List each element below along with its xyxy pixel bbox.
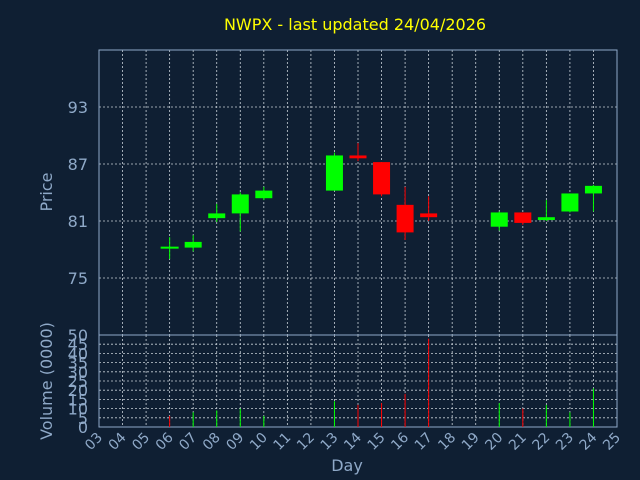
candle-body: [255, 190, 273, 199]
price-grid: [98, 50, 618, 335]
volume-axis-label: Volume (0000): [37, 322, 56, 440]
x-tick-label: 04: [106, 430, 130, 454]
x-tick-label: 05: [129, 430, 153, 454]
volume-tick-label: 10: [68, 400, 88, 419]
candle-body: [561, 193, 579, 212]
x-tick-label: 22: [530, 430, 554, 454]
x-tick-label: 24: [577, 430, 601, 454]
price-ticks: 75 81 87 93: [68, 98, 88, 288]
volume-tick-label: 0: [78, 418, 88, 437]
candle-body: [208, 213, 226, 219]
price-tick-label: 75: [68, 269, 88, 288]
x-tick-label: 09: [223, 430, 247, 454]
volume-tick-label: 30: [68, 363, 88, 382]
x-tick-label: 16: [388, 430, 412, 454]
chart-title: NWPX - last updated 24/04/2026: [224, 15, 486, 34]
candle-body: [396, 204, 414, 233]
candle-body: [231, 194, 249, 214]
price-axis-label: Price: [37, 172, 56, 211]
x-ticks: 03 04 05 06 07 08 09 10 11 12 13 14 15 16 17 18 19 20 21 22…: [82, 430, 624, 454]
volume-tick-label: 15: [68, 390, 88, 409]
candle-body: [373, 162, 391, 195]
x-tick-label: 07: [176, 430, 200, 454]
volume-tick-label: 20: [68, 381, 88, 400]
x-tick-label: 17: [412, 430, 436, 454]
candle-body: [349, 155, 367, 159]
x-tick-label: 08: [200, 430, 224, 454]
candle-body: [325, 155, 343, 191]
volume-tick-label: 40: [68, 344, 88, 363]
volume-tick-label: 50: [68, 326, 88, 345]
candle-body: [420, 213, 438, 218]
x-tick-label: 19: [459, 430, 483, 454]
volume-tick-label: 45: [68, 335, 88, 354]
candle-body: [490, 212, 508, 227]
candle-body: [514, 212, 532, 223]
x-tick-label: 13: [318, 430, 342, 454]
x-tick-label: 23: [553, 430, 577, 454]
x-tick-label: 10: [247, 430, 271, 454]
x-tick-label: 12: [294, 430, 318, 454]
x-tick-label: 14: [341, 430, 365, 454]
x-tick-label: 25: [600, 430, 624, 454]
x-tick-label: 15: [365, 430, 389, 454]
x-tick-label: 20: [482, 430, 506, 454]
volume-bars: [169, 338, 594, 427]
price-tick-label: 81: [68, 212, 88, 231]
volume-tick-label: 25: [68, 372, 88, 391]
volume-tick-label: 35: [68, 354, 88, 373]
x-axis-label: Day: [331, 456, 363, 475]
candle-body: [184, 241, 202, 248]
price-tick-label: 93: [68, 98, 88, 117]
x-tick-label: 06: [153, 430, 177, 454]
candles: [160, 143, 602, 259]
price-plot-frame: [98, 49, 618, 336]
candle-body: [584, 185, 602, 194]
candle-body: [160, 246, 179, 249]
x-tick-label: 18: [435, 430, 459, 454]
price-tick-label: 87: [68, 155, 88, 174]
x-tick-label: 21: [506, 430, 530, 454]
candle-body: [537, 217, 555, 221]
volume-tick-label: 5: [78, 409, 88, 428]
x-tick-label: 11: [271, 430, 295, 454]
